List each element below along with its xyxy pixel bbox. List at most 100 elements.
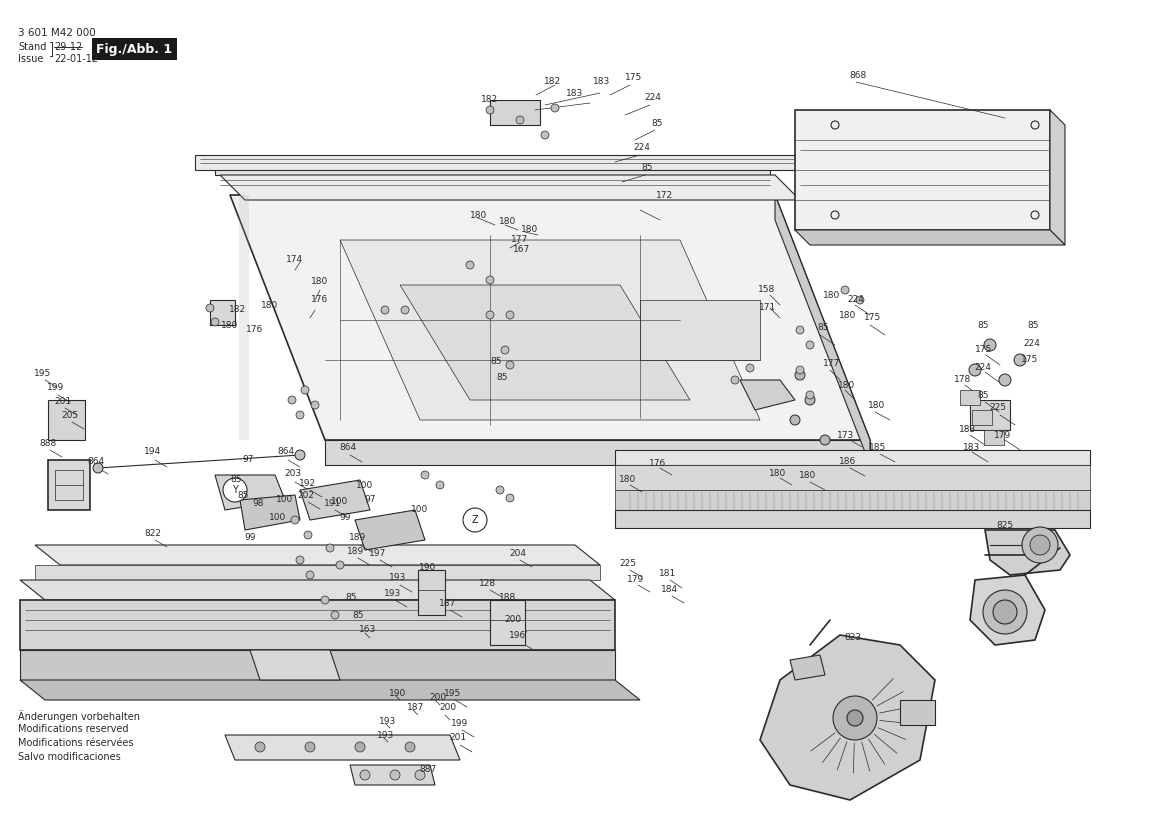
- Text: 3 601 M42 000: 3 601 M42 000: [18, 28, 96, 38]
- Text: 177: 177: [511, 235, 528, 244]
- Circle shape: [311, 401, 319, 409]
- Text: 822: 822: [145, 529, 161, 538]
- Text: 172: 172: [657, 191, 673, 200]
- Circle shape: [984, 339, 996, 351]
- Circle shape: [306, 571, 314, 579]
- Polygon shape: [230, 195, 870, 440]
- Polygon shape: [970, 575, 1045, 645]
- Circle shape: [496, 486, 504, 494]
- Text: 100: 100: [357, 481, 374, 490]
- Circle shape: [355, 742, 365, 752]
- Circle shape: [304, 531, 312, 539]
- Polygon shape: [985, 530, 1070, 575]
- Text: 202: 202: [297, 491, 314, 500]
- Circle shape: [463, 508, 487, 532]
- Circle shape: [223, 478, 247, 502]
- Text: 97: 97: [242, 455, 254, 464]
- Circle shape: [336, 561, 344, 569]
- Text: 98: 98: [253, 499, 264, 507]
- Circle shape: [796, 366, 804, 374]
- Text: 224: 224: [848, 295, 864, 303]
- Circle shape: [805, 391, 814, 399]
- Circle shape: [805, 341, 814, 349]
- Circle shape: [436, 481, 444, 489]
- Text: 85: 85: [352, 610, 364, 620]
- Polygon shape: [20, 650, 615, 680]
- Polygon shape: [325, 440, 870, 465]
- Circle shape: [541, 131, 549, 139]
- Text: 193: 193: [389, 573, 407, 582]
- Text: 197: 197: [369, 548, 387, 558]
- Circle shape: [300, 386, 309, 394]
- Polygon shape: [20, 680, 639, 700]
- Circle shape: [401, 306, 409, 314]
- Text: 179: 179: [995, 430, 1011, 439]
- Circle shape: [833, 696, 877, 740]
- Text: 868: 868: [850, 70, 866, 79]
- Text: 199: 199: [451, 719, 469, 728]
- Polygon shape: [195, 155, 819, 170]
- Circle shape: [841, 286, 849, 294]
- Text: 181: 181: [659, 568, 677, 577]
- Circle shape: [404, 742, 415, 752]
- Polygon shape: [224, 735, 459, 760]
- Text: 185: 185: [870, 443, 886, 452]
- Text: 180: 180: [470, 211, 487, 220]
- Circle shape: [295, 450, 305, 460]
- Circle shape: [486, 311, 494, 319]
- Text: 85: 85: [345, 594, 357, 602]
- Text: 180: 180: [839, 311, 857, 320]
- Polygon shape: [960, 390, 980, 405]
- Text: 180: 180: [869, 401, 886, 411]
- Text: 100: 100: [269, 514, 286, 523]
- Polygon shape: [795, 230, 1065, 245]
- Text: 167: 167: [513, 245, 531, 254]
- Text: Stand: Stand: [18, 42, 47, 52]
- Text: 188: 188: [499, 594, 517, 602]
- Text: 224: 224: [1024, 339, 1040, 348]
- Text: 85: 85: [490, 358, 502, 367]
- Polygon shape: [615, 450, 1090, 465]
- Circle shape: [421, 471, 429, 479]
- Text: 176: 176: [311, 296, 328, 305]
- Circle shape: [486, 276, 494, 284]
- Text: 195: 195: [444, 689, 462, 697]
- Text: Modifications reserved: Modifications reserved: [18, 724, 129, 734]
- Text: 180: 180: [221, 320, 238, 330]
- Circle shape: [983, 590, 1028, 634]
- Text: 128: 128: [479, 578, 497, 587]
- Text: 180: 180: [800, 472, 817, 481]
- Text: 864: 864: [277, 448, 295, 457]
- Circle shape: [1030, 535, 1050, 555]
- Text: 183: 183: [594, 78, 610, 87]
- Polygon shape: [775, 195, 870, 465]
- Circle shape: [321, 596, 328, 604]
- Polygon shape: [20, 580, 615, 600]
- Text: 823: 823: [844, 634, 862, 643]
- Polygon shape: [300, 480, 371, 520]
- Text: 182: 182: [229, 306, 247, 315]
- Text: 224: 224: [634, 144, 650, 153]
- Text: 100: 100: [276, 496, 293, 505]
- Text: 201: 201: [449, 733, 466, 743]
- Text: 100: 100: [331, 497, 348, 506]
- Text: Salvo modificaciones: Salvo modificaciones: [18, 752, 120, 762]
- Text: 224: 224: [644, 93, 662, 102]
- Polygon shape: [215, 165, 770, 175]
- Text: 199: 199: [48, 383, 64, 392]
- Text: 191: 191: [324, 499, 341, 507]
- Text: 180: 180: [620, 474, 637, 483]
- Polygon shape: [48, 400, 85, 440]
- Text: 182: 182: [545, 78, 561, 87]
- Text: 180: 180: [499, 217, 517, 226]
- Polygon shape: [1050, 110, 1065, 245]
- Circle shape: [210, 318, 219, 326]
- Text: 175: 175: [625, 74, 643, 83]
- Text: 180: 180: [838, 382, 856, 391]
- Circle shape: [746, 364, 754, 372]
- Text: 173: 173: [837, 430, 855, 439]
- Text: 29-12: 29-12: [54, 42, 82, 52]
- Text: 182: 182: [482, 96, 498, 105]
- Circle shape: [415, 770, 426, 780]
- Text: 180: 180: [311, 278, 328, 287]
